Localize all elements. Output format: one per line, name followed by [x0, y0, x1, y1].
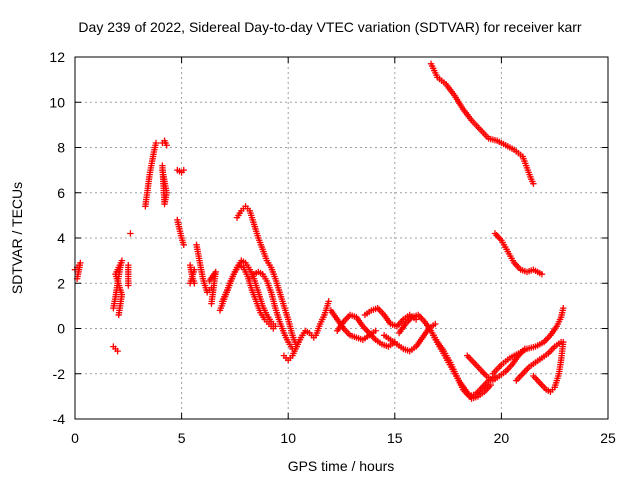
axis-ticks: 0 5 10 15 20 25 -4 -2 0 2 4 6 8 10 12	[49, 49, 616, 446]
y-tick-label: 0	[57, 321, 65, 337]
grid-lines	[75, 57, 608, 419]
data-point	[115, 311, 122, 319]
data-point	[159, 162, 166, 169]
data-point	[372, 327, 379, 334]
chart-title: Day 239 of 2022, Sidereal Day-to-day VTE…	[78, 19, 581, 35]
data-point	[163, 142, 170, 149]
data-point	[206, 277, 213, 285]
y-tick-label: 4	[57, 230, 65, 246]
y-tick-label: 2	[57, 275, 65, 291]
data-point	[114, 347, 121, 355]
data-point	[152, 139, 160, 147]
y-tick-label: -4	[53, 411, 66, 427]
x-axis-label: GPS time / hours	[288, 458, 395, 474]
x-tick-label: 5	[178, 430, 186, 446]
data-point	[432, 320, 439, 328]
data-point	[325, 298, 332, 305]
data-point	[270, 325, 277, 332]
data-point	[180, 241, 187, 248]
data-point	[487, 381, 494, 389]
x-tick-label: 15	[387, 430, 403, 446]
y-tick-label: 6	[57, 185, 65, 201]
y-tick-label: 8	[57, 140, 65, 156]
data-point	[191, 266, 198, 273]
x-tick-label: 20	[494, 430, 510, 446]
data-points	[71, 60, 567, 402]
data-point	[180, 166, 187, 174]
x-tick-label: 10	[280, 430, 296, 446]
data-point	[560, 304, 567, 312]
data-point	[125, 282, 132, 289]
y-axis-label: SDTVAR / TECUs	[9, 182, 25, 294]
data-point	[560, 338, 567, 346]
data-point	[538, 271, 546, 278]
y-tick-label: -2	[53, 366, 66, 382]
data-point	[127, 230, 134, 237]
x-tick-label: 0	[71, 430, 79, 446]
y-tick-label: 10	[49, 94, 65, 110]
x-tick-label: 25	[600, 430, 616, 446]
y-tick-label: 12	[49, 49, 65, 65]
data-point	[530, 180, 537, 187]
